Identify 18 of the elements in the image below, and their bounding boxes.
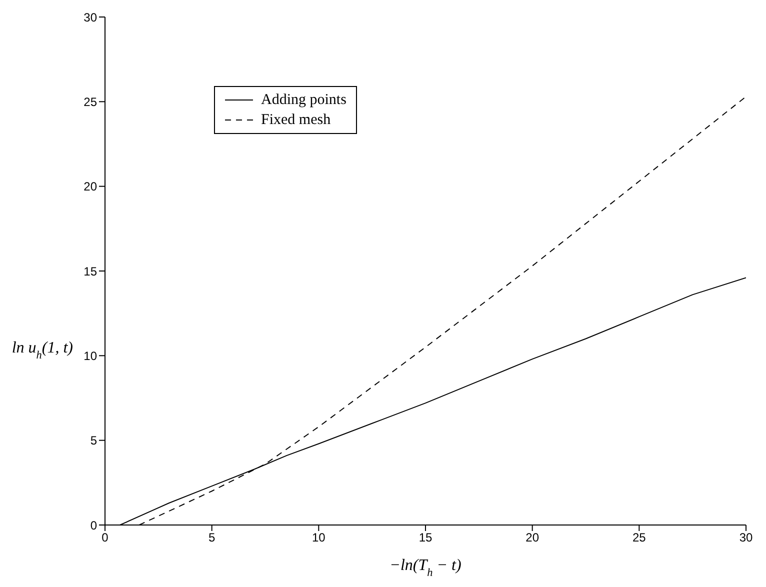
x-tick-label: 20: [526, 530, 540, 545]
y-tick-label: 25: [84, 94, 98, 109]
x-tick-label: 30: [739, 530, 753, 545]
y-tick-label: 30: [84, 10, 98, 24]
y-tick-label: 15: [84, 264, 98, 278]
y-tick-label: 10: [84, 348, 98, 363]
legend-label: Adding points: [261, 91, 346, 110]
x-tick-label: 25: [632, 530, 646, 545]
x-axis-title: −ln(T$_{h}$ − t): [390, 557, 462, 579]
y-axis-title: ln u$_{h}$(1, t): [12, 339, 73, 362]
x-tick-label: 0: [102, 530, 109, 545]
legend-label: Fixed mesh: [261, 111, 331, 130]
x-tick-label: 10: [312, 530, 326, 545]
y-tick-label: 5: [90, 434, 98, 448]
y-tick-label: 0: [90, 518, 98, 532]
x-tick-label: 15: [418, 530, 432, 545]
y-tick-label: 20: [84, 180, 98, 194]
x-tick-label: 5: [208, 530, 216, 545]
